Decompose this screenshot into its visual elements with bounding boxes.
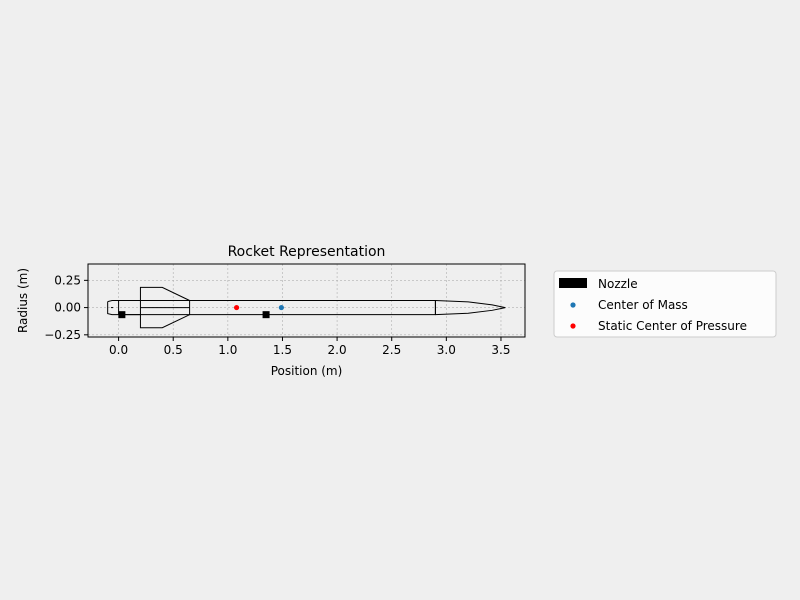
rocket-body-lower [118, 300, 141, 316]
chart-title: Rocket Representation [228, 244, 386, 260]
legend-swatch-static-center-of-pressure [570, 323, 576, 329]
y-tick-label-1: 0.00 [54, 301, 81, 315]
x-tick-label-4: 2.0 [328, 343, 347, 357]
x-axis: 0.0 0.5 1.0 1.5 2.0 2.5 3.0 3.5 [109, 337, 511, 357]
x-tick-label-0: 0.0 [109, 343, 128, 357]
rocket-fin-top [139, 286, 190, 301]
x-tick-label-5: 2.5 [382, 343, 401, 357]
rocket-fin-bottom [139, 314, 190, 329]
point-center-of-mass-0 [278, 304, 284, 311]
chart-marks [233, 304, 284, 311]
legend-swatch-nozzle [559, 278, 587, 288]
y-tick-label-2: 0.25 [54, 273, 81, 287]
legend-label-nozzle: Nozzle [598, 277, 638, 291]
rocket-nose-cone [435, 300, 506, 316]
y-axis-label: Radius (m) [16, 268, 30, 333]
x-axis-label: Position (m) [271, 364, 343, 378]
x-tick-label-7: 3.5 [491, 343, 510, 357]
y-tick-label-0: −0.25 [44, 328, 81, 342]
x-tick-label-2: 1.0 [218, 343, 237, 357]
legend: Nozzle Center of Mass Static Center of Pre… [553, 270, 777, 338]
legend-label-center-of-mass: Center of Mass [598, 298, 688, 312]
legend-label-static-center-of-pressure: Static Center of Pressure [598, 319, 747, 333]
rail-button-0 [118, 311, 126, 319]
x-tick-label-6: 3.0 [437, 343, 456, 357]
plot-frame [87, 263, 526, 338]
rail-button-1 [262, 311, 270, 319]
x-tick-label-1: 0.5 [164, 343, 183, 357]
legend-swatch-center-of-mass [570, 302, 576, 308]
point-static-center-of-pressure-0 [233, 304, 240, 311]
x-tick-label-3: 1.5 [273, 343, 292, 357]
rocket-drawing [107, 286, 506, 329]
y-axis: −0.25 0.00 0.25 [44, 273, 88, 342]
legend-box [553, 270, 777, 338]
